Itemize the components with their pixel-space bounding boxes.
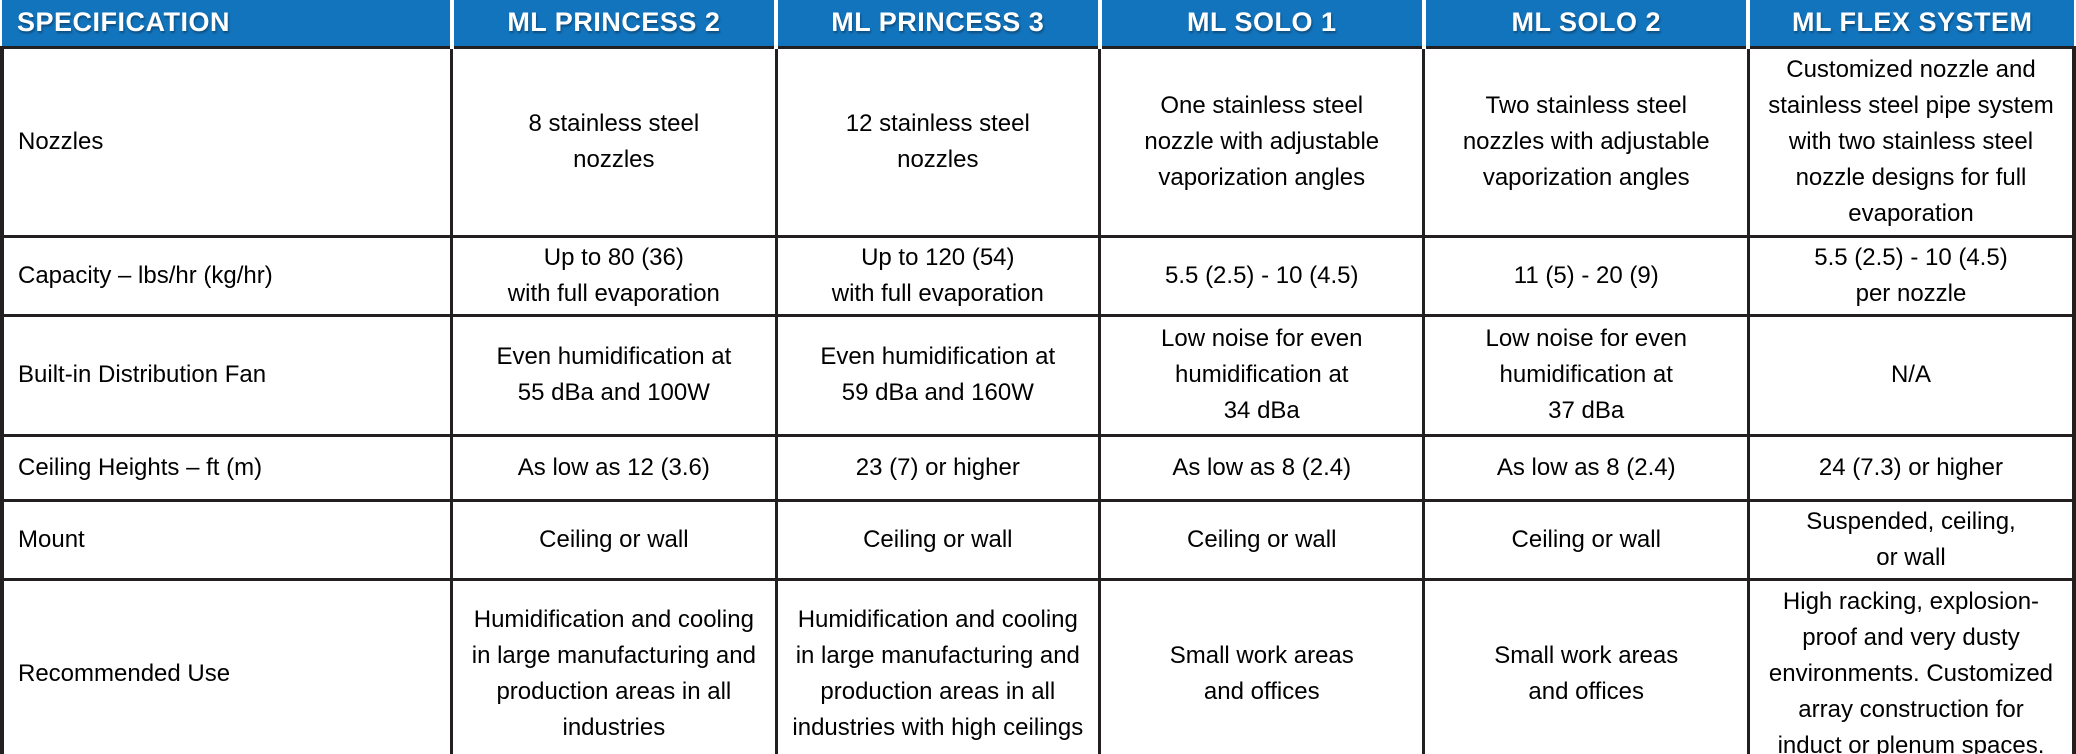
spec-cell: High racking, explosion- proof and very … [1746,577,2076,754]
table-row: Ceiling Heights – ft (m) As low as 12 (3.… [0,433,2076,502]
row-label: Recommended Use [0,577,454,754]
spec-cell: Even humidification at 55 dBa and 100W [450,313,778,437]
column-header-specification: SPECIFICATION [2,0,452,47]
spec-cell: Suspended, ceiling, or wall [1746,498,2076,581]
spec-cell: 8 stainless steel nozzles [450,45,778,238]
table-row: Mount Ceiling or wall Ceiling or wall Ceili… [0,498,2076,581]
header-row: SPECIFICATION ML PRINCESS 2 ML PRINCESS … [2,0,2074,47]
spec-cell: Low noise for even humidification at 34 … [1098,313,1426,437]
row-label: Mount [0,498,454,581]
column-header-ml-princess-2: ML PRINCESS 2 [449,0,777,47]
spec-cell: One stainless steel nozzle with adjustab… [1098,45,1426,238]
spec-cell: Ceiling or wall [450,498,778,581]
spec-cell: 11 (5) - 20 (9) [1422,234,1750,317]
row-label: Ceiling Heights – ft (m) [0,433,454,502]
spec-cell: Ceiling or wall [1422,498,1750,581]
column-header-ml-solo-1: ML SOLO 1 [1097,0,1424,47]
spec-cell: Customized nozzle and stainless steel pi… [1746,45,2076,238]
spec-cell: Up to 80 (36) with full evaporation [450,234,778,317]
table-row: Nozzles 8 stainless steel nozzles 12 stain… [0,45,2076,238]
spec-cell: As low as 8 (2.4) [1422,433,1750,502]
spec-cell: Humidification and cooling in large manu… [450,577,778,754]
column-header-ml-princess-3: ML PRINCESS 3 [774,0,1100,47]
spec-cell: Ceiling or wall [1098,498,1426,581]
spec-cell: 24 (7.3) or higher [1746,433,2076,502]
column-header-ml-flex-system: ML FLEX SYSTEM [1746,0,2074,47]
spec-cell: Even humidification at 59 dBa and 160W [774,313,1102,437]
spec-cell: As low as 8 (2.4) [1098,433,1426,502]
table-body: Nozzles 8 stainless steel nozzles 12 stain… [0,45,2076,754]
spec-cell: Low noise for even humidification at 37 … [1422,313,1750,437]
spec-cell: 23 (7) or higher [774,433,1102,502]
spec-cell: As low as 12 (3.6) [450,433,778,502]
spec-cell: 12 stainless steel nozzles [774,45,1102,238]
column-header-ml-solo-2: ML SOLO 2 [1421,0,1749,47]
spec-cell: Humidification and cooling in large manu… [774,577,1102,754]
spec-cell: Small work areas and offices [1422,577,1750,754]
spec-cell: Up to 120 (54) with full evaporation [774,234,1102,317]
row-label: Capacity – lbs/hr (kg/hr) [0,234,454,317]
table-row: Capacity – lbs/hr (kg/hr) Up to 80 (36) w… [0,234,2076,317]
spec-cell: 5.5 (2.5) - 10 (4.5) [1098,234,1426,317]
table-row: Recommended Use Humidification and coolin… [0,577,2076,754]
spec-cell: Ceiling or wall [774,498,1102,581]
row-label: Nozzles [0,45,454,238]
table-row: Built-in Distribution Fan Even humidifica… [0,313,2076,437]
table-header: SPECIFICATION ML PRINCESS 2 ML PRINCESS … [2,0,2074,47]
spec-cell: Two stainless steel nozzles with adjusta… [1422,45,1750,238]
spec-cell: Small work areas and offices [1098,577,1426,754]
spec-cell: 5.5 (2.5) - 10 (4.5) per nozzle [1746,234,2076,317]
spec-cell: N/A [1746,313,2076,437]
row-label: Built-in Distribution Fan [0,313,454,437]
